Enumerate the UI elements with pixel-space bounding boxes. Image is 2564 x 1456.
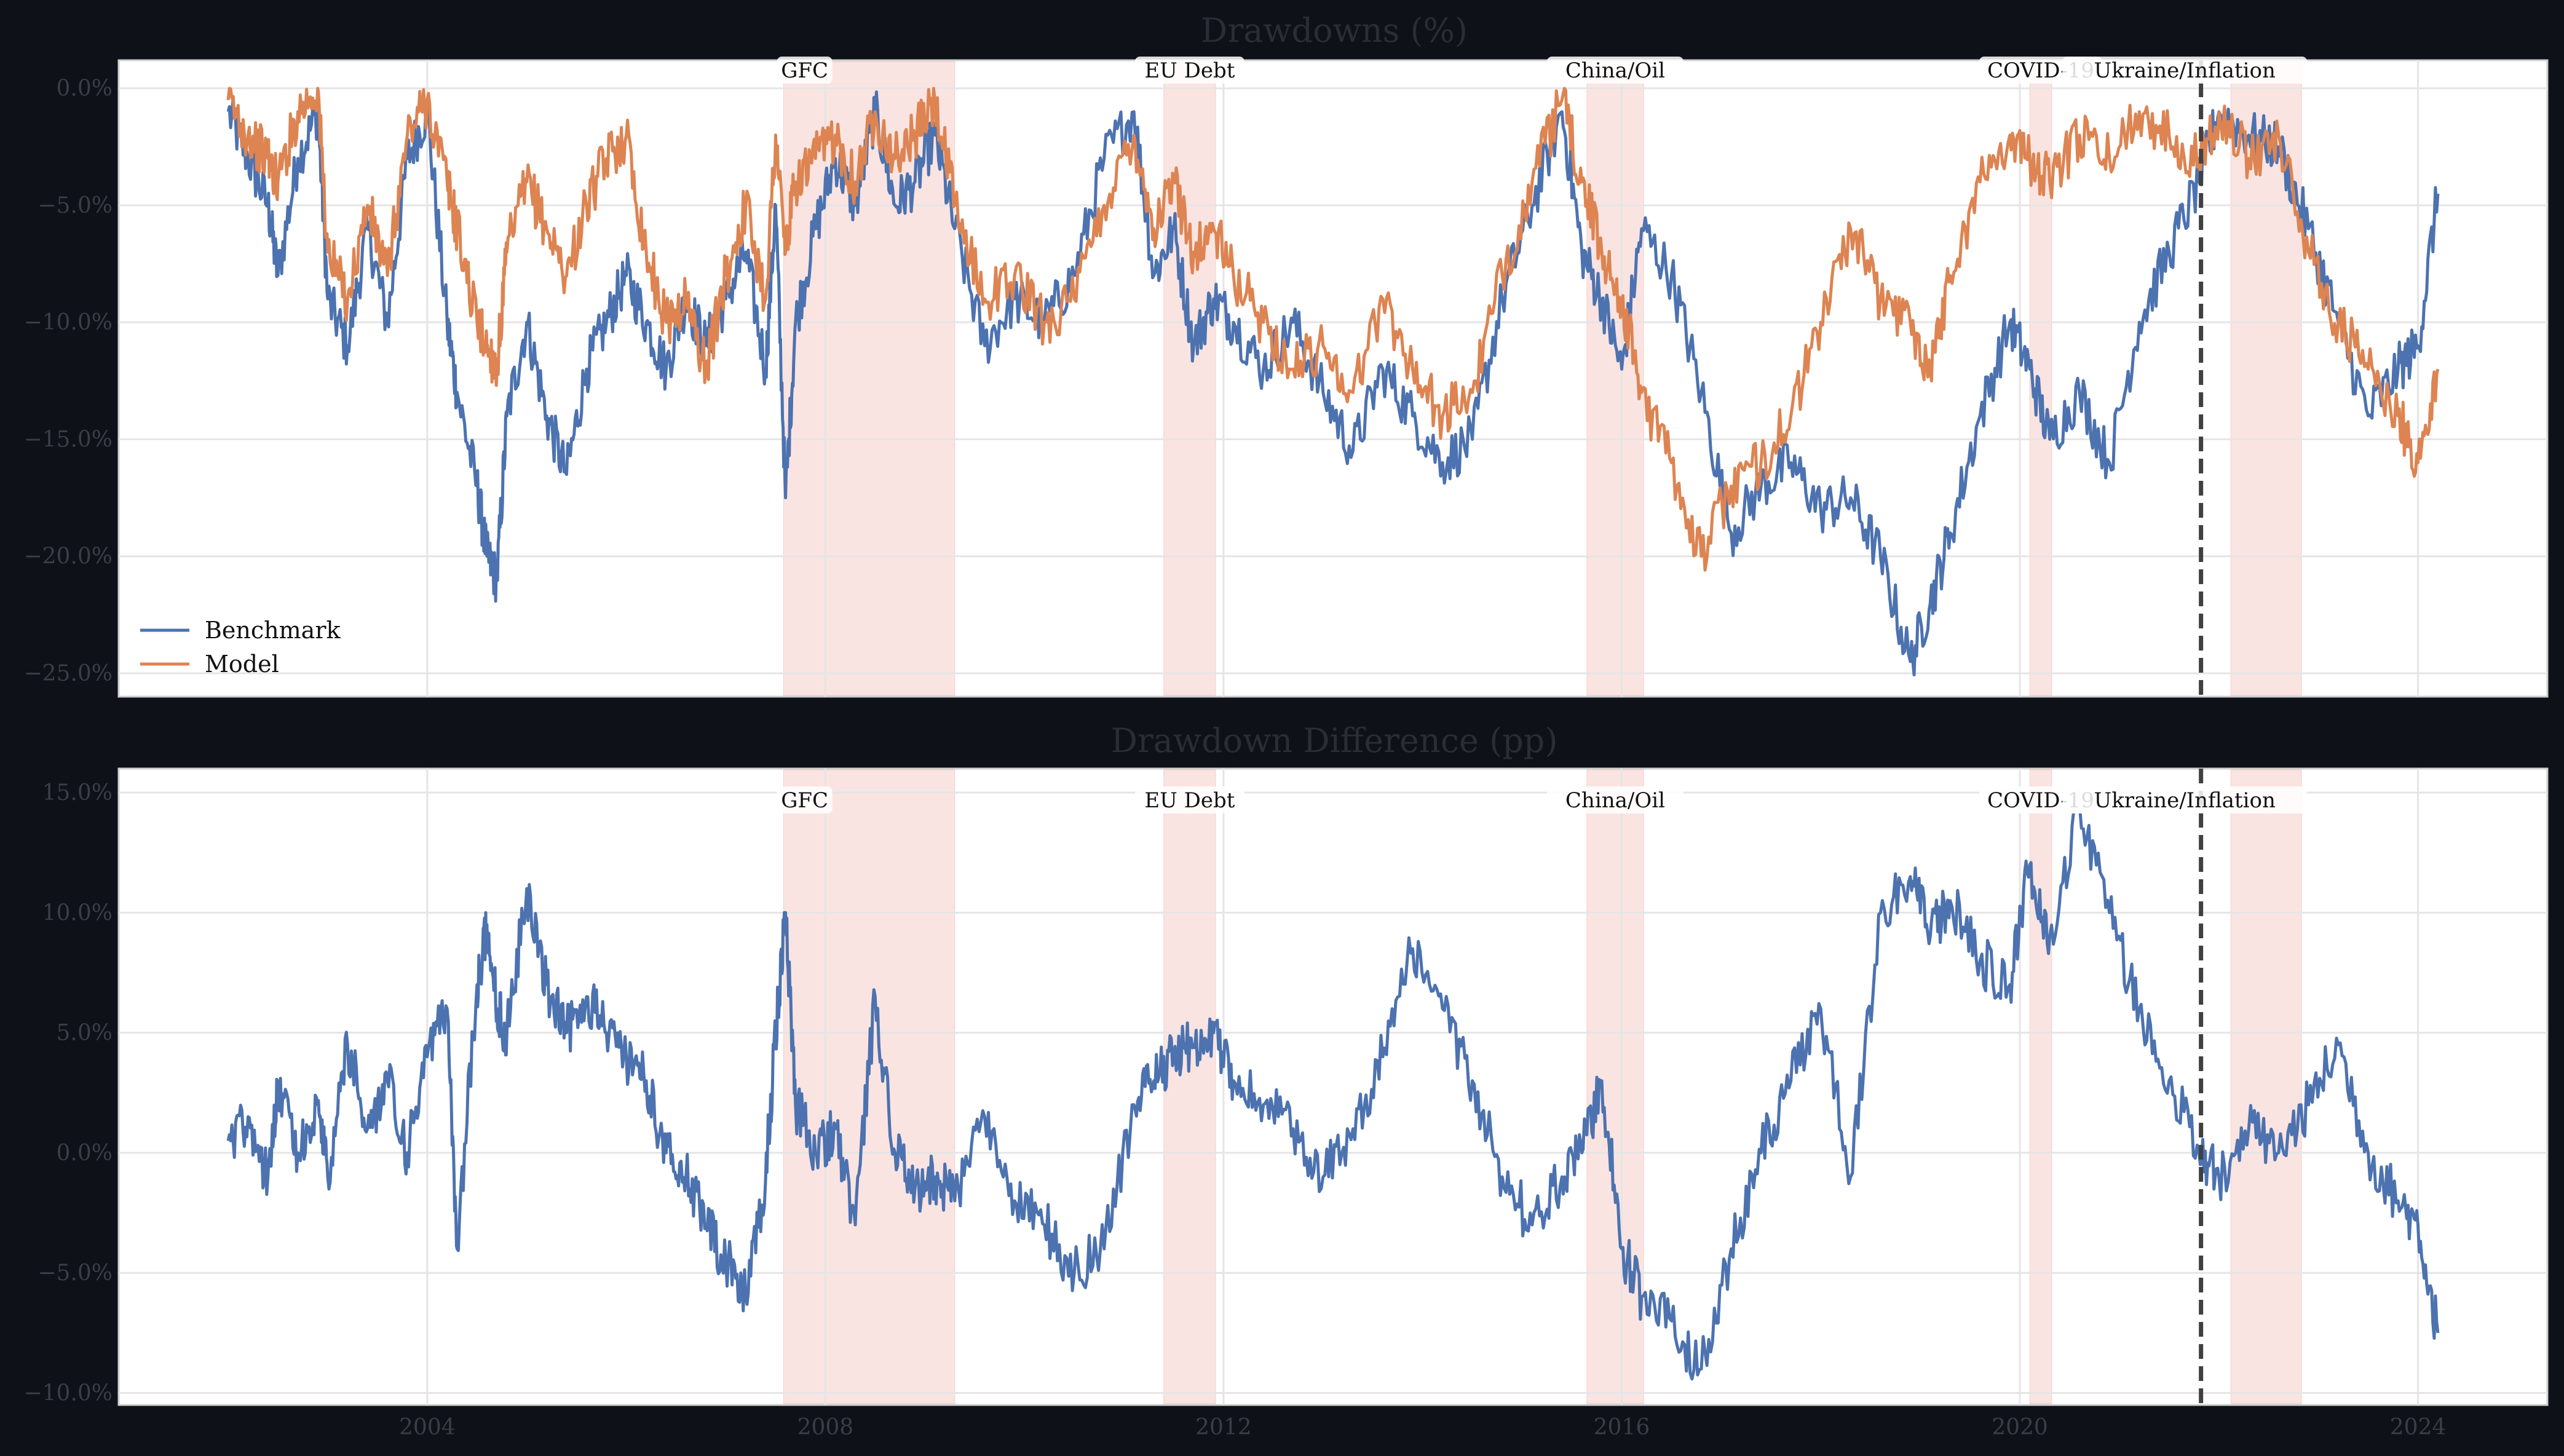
y-tick-label: 0.0% (57, 76, 113, 101)
x-tick-label: 2020 (1992, 1415, 2048, 1440)
event-label-box (1546, 57, 1684, 84)
event-band-ukraine-inflation (2230, 769, 2302, 1404)
event-band-covid-19 (2029, 769, 2052, 1404)
drawdowns-title: Drawdowns (%) (1201, 11, 1468, 50)
x-tick-label: 2004 (399, 1415, 456, 1440)
drawdowns-panel: Drawdowns (%) GFC EU Debt China/Oil COVID-1… (23, 11, 2549, 698)
event-label-box (777, 57, 833, 84)
legend-label-benchmark: Benchmark (205, 617, 341, 644)
event-band-gfc (783, 61, 956, 696)
y-tick-label: −10.0% (23, 310, 113, 335)
event-label-gfc: GFC (781, 788, 828, 813)
x-tick-label: 2008 (797, 1415, 854, 1440)
event-label-box (1546, 786, 1684, 813)
event-label-eu-debt: EU Debt (1144, 788, 1235, 813)
y-tick-label: −20.0% (23, 544, 113, 569)
y-tick-label: 5.0% (57, 1021, 113, 1046)
drawdowns-plot-area (117, 59, 2549, 698)
y-tick-label: 15.0% (42, 780, 113, 805)
event-label-box (2062, 786, 2308, 813)
event-label-gfc: GFC (781, 58, 828, 83)
y-tick-label: 0.0% (57, 1141, 113, 1166)
difference-plot-area (117, 767, 2549, 1406)
y-tick-label: −5.0% (38, 193, 113, 218)
event-band-eu-debt (1163, 769, 1216, 1404)
difference-panel: Drawdown Difference (pp) GFC EU Debt China… (23, 721, 2549, 1440)
event-band-gfc (783, 769, 956, 1404)
event-label-box (2062, 57, 2308, 84)
x-tick-label: 2016 (1594, 1415, 1650, 1440)
y-tick-label: −5.0% (38, 1260, 113, 1286)
event-label-box (1134, 57, 1244, 84)
y-tick-label: −25.0% (23, 661, 113, 686)
event-label-china-oil: China/Oil (1565, 788, 1665, 813)
event-band-china-oil (1586, 61, 1644, 696)
event-band-eu-debt (1163, 61, 1216, 696)
event-label-box (777, 786, 833, 813)
y-tick-label: −10.0% (23, 1380, 113, 1406)
y-tick-label: 10.0% (42, 900, 113, 925)
legend-label-model: Model (205, 651, 279, 678)
event-label-ukraine-inflation: Ukraine/Inflation (2094, 788, 2276, 813)
event-label-eu-debt: EU Debt (1144, 58, 1235, 83)
event-label-box (1134, 786, 1244, 813)
legend: Benchmark Model (140, 617, 341, 678)
series-line-benchmark (226, 90, 2440, 676)
series-line-difference (226, 788, 2440, 1381)
series-line-model (226, 87, 2440, 572)
x-tick-label: 2024 (2390, 1415, 2447, 1440)
event-label-ukraine-inflation: Ukraine/Inflation (2094, 58, 2276, 83)
y-tick-label: −15.0% (23, 427, 113, 452)
event-label-china-oil: China/Oil (1565, 58, 1665, 83)
difference-title: Drawdown Difference (pp) (1111, 721, 1558, 760)
x-tick-label: 2012 (1195, 1415, 1252, 1440)
